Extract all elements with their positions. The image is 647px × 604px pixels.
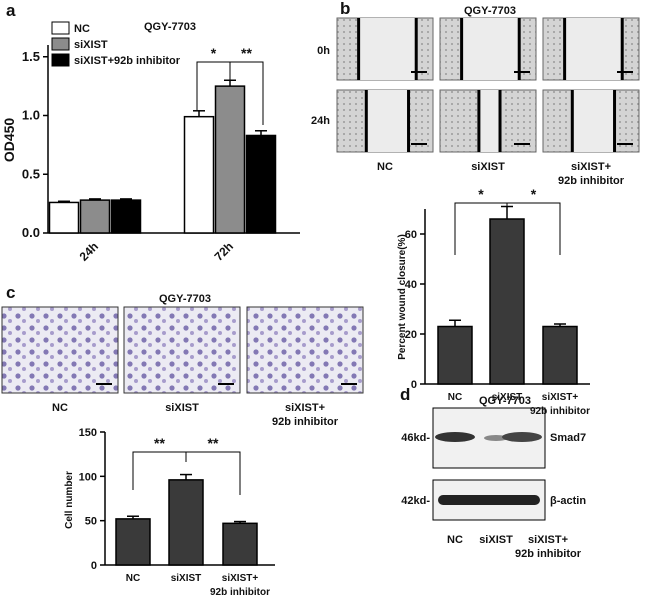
micrograph <box>123 306 241 394</box>
legend-swatch <box>51 37 70 51</box>
panel-title: QGY-7703 <box>464 5 516 17</box>
bar <box>489 218 525 385</box>
y-axis-label: Percent wound closure(%) <box>397 234 408 360</box>
protein-label: Smad7 <box>550 432 586 444</box>
wound-gap <box>365 90 409 152</box>
significance-label: ** <box>208 435 219 451</box>
bar <box>437 325 473 385</box>
x-tick-label: NC <box>448 392 462 403</box>
chart-title: QGY-7703 <box>144 21 196 33</box>
y-axis-label: OD450 <box>1 118 17 163</box>
wound-gap <box>564 18 622 80</box>
wound-edge <box>498 90 502 152</box>
y-tick-label: 60 <box>405 229 417 241</box>
x-tick-label: 72h <box>212 239 237 264</box>
legend-label: siXIST+92b inhibitor <box>74 55 181 67</box>
row-label: 0h <box>317 45 330 57</box>
panel-label: d <box>400 385 410 404</box>
significance-label: ** <box>154 435 165 451</box>
bar <box>214 85 246 234</box>
micrograph <box>246 306 364 394</box>
x-tick-label: siXIST+ 92b inhibitor <box>530 392 590 417</box>
column-label: siXIST+ 92b inhibitor <box>515 534 582 560</box>
marker-label: 46kd- <box>401 432 430 444</box>
significance-label: * <box>531 186 537 202</box>
bar <box>115 518 151 566</box>
panel-label: c <box>6 283 15 302</box>
y-tick-label: 1.5 <box>22 49 40 64</box>
legend-label: siXIST <box>74 39 108 51</box>
y-tick-label: 100 <box>79 471 97 483</box>
panel-title: QGY-7703 <box>159 293 211 305</box>
column-label: siXIST <box>471 161 505 173</box>
column-label: siXIST <box>479 534 513 546</box>
wound-edge <box>613 90 617 152</box>
band <box>438 495 540 505</box>
y-tick-label: 50 <box>85 516 97 528</box>
bar <box>168 479 204 566</box>
wound-gap <box>478 90 500 152</box>
x-tick-label: 24h <box>77 239 102 264</box>
y-tick-label: 0 <box>411 379 417 391</box>
wound-gap <box>358 18 416 80</box>
bar <box>48 201 80 234</box>
significance-label: ** <box>241 45 252 61</box>
y-tick-label: 20 <box>405 329 417 341</box>
band <box>435 432 475 442</box>
significance-label: * <box>478 186 484 202</box>
y-tick-label: 150 <box>79 427 97 439</box>
wound-edge <box>460 18 464 80</box>
marker-label: 42kd- <box>401 495 430 507</box>
column-label: NC <box>52 402 68 414</box>
wound-edge <box>620 18 624 80</box>
significance-bracket <box>229 61 264 125</box>
x-tick-label: siXIST <box>171 573 202 584</box>
y-tick-label: 1.0 <box>22 108 40 123</box>
panel-label: b <box>340 0 350 18</box>
bar <box>245 134 277 234</box>
column-label: siXIST+ 92b inhibitor <box>558 161 625 187</box>
column-label: siXIST+ 92b inhibitor <box>272 402 339 428</box>
wound-edge <box>477 90 481 152</box>
panel-label: a <box>6 1 16 20</box>
x-tick-label: siXIST+ 92b inhibitor <box>210 573 270 598</box>
bar <box>79 199 111 234</box>
significance-label: * <box>211 45 217 61</box>
wound-edge <box>570 90 574 152</box>
wound-gap <box>571 90 615 152</box>
y-tick-label: 0.0 <box>22 225 40 240</box>
y-tick-label: 40 <box>405 279 417 291</box>
wound-edge <box>563 18 567 80</box>
band <box>502 432 542 442</box>
legend-swatch <box>51 53 70 67</box>
y-axis-label: Cell number <box>64 471 75 529</box>
y-tick-label: 0.5 <box>22 166 40 181</box>
bar <box>183 115 215 234</box>
wound-edge <box>357 18 361 80</box>
protein-label: β-actin <box>550 495 586 507</box>
row-label: 24h <box>311 115 330 127</box>
legend-label: NC <box>74 23 90 35</box>
micrograph <box>1 306 119 394</box>
column-label: NC <box>377 161 393 173</box>
significance-bracket <box>506 202 561 255</box>
wound-edge <box>407 90 411 152</box>
bar <box>542 325 578 385</box>
column-label: siXIST <box>165 402 199 414</box>
wound-edge <box>517 18 521 80</box>
bar <box>110 199 142 234</box>
column-label: NC <box>447 534 463 546</box>
wound-edge <box>414 18 418 80</box>
x-tick-label: siXIST <box>492 392 523 403</box>
wound-gap <box>461 18 519 80</box>
panel-title: QGY-7703 <box>479 395 531 407</box>
wound-edge <box>364 90 368 152</box>
bar <box>222 522 258 566</box>
legend-swatch <box>51 21 70 35</box>
x-tick-label: NC <box>126 573 140 584</box>
y-tick-label: 0 <box>91 560 97 572</box>
significance-bracket <box>185 451 241 495</box>
band <box>484 435 508 441</box>
